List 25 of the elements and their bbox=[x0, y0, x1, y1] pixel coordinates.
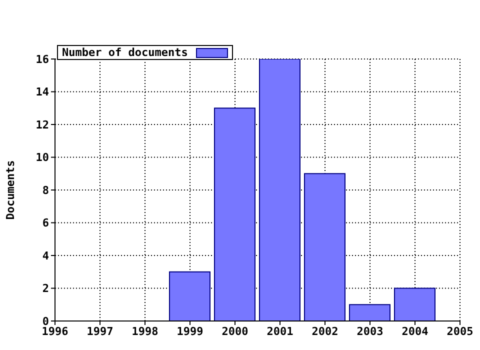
bar bbox=[394, 288, 436, 321]
x-tick-label: 1999 bbox=[176, 324, 204, 338]
legend-label: Number of documents bbox=[62, 46, 188, 59]
y-tick-label: 12 bbox=[36, 118, 49, 132]
x-tick-label: 2005 bbox=[446, 324, 474, 338]
y-tick-label: 16 bbox=[36, 52, 50, 66]
bar bbox=[214, 108, 256, 321]
bar bbox=[304, 173, 346, 321]
x-tick-label: 2004 bbox=[402, 324, 429, 338]
y-tick-label: 8 bbox=[42, 184, 49, 197]
x-tick-label: 2001 bbox=[266, 324, 294, 338]
y-tick-label: 2 bbox=[42, 282, 49, 296]
y-tick-label: 10 bbox=[36, 151, 49, 164]
y-axis-title: Documents bbox=[4, 160, 17, 220]
x-tick-label: 2002 bbox=[312, 324, 338, 338]
x-tick-label: 1997 bbox=[86, 324, 114, 338]
bar bbox=[349, 304, 390, 321]
x-tick-label: 2003 bbox=[356, 324, 384, 338]
y-tick-label: 6 bbox=[42, 216, 50, 230]
x-tick-label: 2000 bbox=[222, 324, 248, 338]
y-tick-label: 14 bbox=[36, 86, 50, 99]
y-tick-label: 4 bbox=[42, 249, 50, 262]
x-tick-label: 1998 bbox=[132, 324, 158, 338]
bar bbox=[169, 271, 210, 321]
bar bbox=[259, 59, 300, 321]
